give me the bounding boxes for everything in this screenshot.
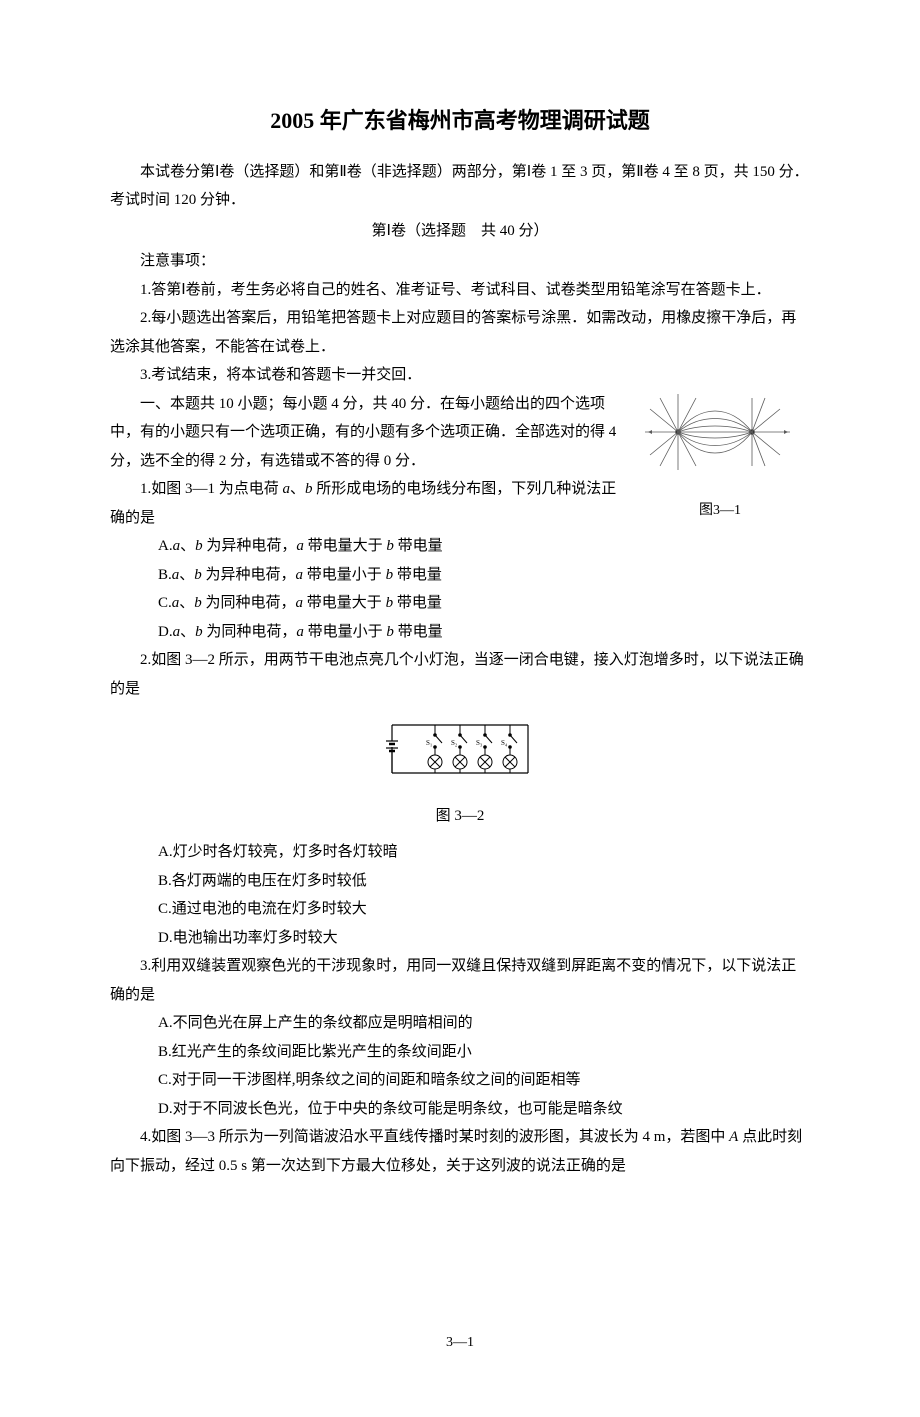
q1b-t3: 带电量小于 bbox=[303, 567, 386, 583]
question-1-block: 图3—1 一、本题共 10 小题；每小题 4 分，共 40 分．在每小题给出的四… bbox=[110, 390, 810, 533]
var-b: b bbox=[386, 595, 394, 611]
q1c-t3: 带电量大于 bbox=[303, 595, 386, 611]
q1-option-c: C.a、b 为同种电荷，a 带电量大于 b 带电量 bbox=[158, 589, 810, 618]
circuit-diagram-icon: S₁ S₂ S₃ S₄ bbox=[380, 715, 540, 785]
field-lines-diagram-icon bbox=[630, 390, 810, 484]
q1a-t4: 带电量 bbox=[394, 538, 443, 554]
var-b: b bbox=[386, 567, 394, 583]
question-1-options: A.a、b 为异种电荷，a 带电量大于 b 带电量 B.a、b 为异种电荷，a … bbox=[110, 532, 810, 646]
q1b-t1: 、 bbox=[179, 567, 194, 583]
var-A: A bbox=[729, 1129, 738, 1145]
switch-label-1: S₁ bbox=[426, 739, 432, 747]
switch-label-3: S₃ bbox=[476, 739, 483, 747]
question-2-options: A.灯少时各灯较亮，灯多时各灯较暗 B.各灯两端的电压在灯多时较低 C.通过电池… bbox=[110, 838, 810, 952]
q1-option-b: B.a、b 为异种电荷，a 带电量小于 b 带电量 bbox=[158, 561, 810, 590]
q1d-pre: D. bbox=[158, 624, 173, 640]
q1d-t1: 、 bbox=[180, 624, 195, 640]
switch-label-4: S₄ bbox=[501, 739, 508, 747]
figure-3-1-label: 图3—1 bbox=[630, 498, 810, 525]
q2-option-a: A.灯少时各灯较亮，灯多时各灯较暗 bbox=[158, 838, 810, 867]
question-3-options: A.不同色光在屏上产生的条纹都应是明暗相间的 B.红光产生的条纹间距比紫光产生的… bbox=[110, 1009, 810, 1123]
var-b: b bbox=[194, 595, 202, 611]
figure-3-1: 图3—1 bbox=[630, 390, 810, 525]
q1b-pre: B. bbox=[158, 567, 172, 583]
q3-option-a: A.不同色光在屏上产生的条纹都应是明暗相间的 bbox=[158, 1009, 810, 1038]
q1a-pre: A. bbox=[158, 538, 173, 554]
figure-3-2-label: 图 3—2 bbox=[110, 802, 810, 831]
var-a: a bbox=[173, 538, 181, 554]
var-a: a bbox=[173, 624, 181, 640]
var-b: b bbox=[195, 538, 203, 554]
q3-option-c: C.对于同一干涉图样,明条纹之间的间距和暗条纹之间的间距相等 bbox=[158, 1066, 810, 1095]
q2-option-d: D.电池输出功率灯多时较大 bbox=[158, 924, 810, 953]
q1a-t2: 为异种电荷， bbox=[203, 538, 297, 554]
notice-3: 3.考试结束，将本试卷和答题卡一并交回． bbox=[110, 361, 810, 390]
notice-2: 2.每小题选出答案后，用铅笔把答题卡上对应题目的答案标号涂黑．如需改动，用橡皮擦… bbox=[110, 304, 810, 361]
intro-paragraph: 本试卷分第Ⅰ卷（选择题）和第Ⅱ卷（非选择题）两部分，第Ⅰ卷 1 至 3 页，第Ⅱ… bbox=[110, 158, 810, 215]
section1-header: 第Ⅰ卷（选择题 共 40 分） bbox=[110, 217, 810, 246]
q1c-pre: C. bbox=[158, 595, 172, 611]
q2-option-b: B.各灯两端的电压在灯多时较低 bbox=[158, 867, 810, 896]
q1c-t1: 、 bbox=[179, 595, 194, 611]
notice-1: 1.答第Ⅰ卷前，考生务必将自己的姓名、准考证号、考试科目、试卷类型用铅笔涂写在答… bbox=[110, 276, 810, 305]
q1b-t2: 为异种电荷， bbox=[202, 567, 296, 583]
q1-option-a: A.a、b 为异种电荷，a 带电量大于 b 带电量 bbox=[158, 532, 810, 561]
q1d-t4: 带电量 bbox=[394, 624, 443, 640]
q1d-t3: 带电量小于 bbox=[304, 624, 387, 640]
switch-label-2: S₂ bbox=[451, 739, 458, 747]
q1c-t4: 带电量 bbox=[393, 595, 442, 611]
q3-option-b: B.红光产生的条纹间距比紫光产生的条纹间距小 bbox=[158, 1038, 810, 1067]
var-a: a bbox=[296, 595, 304, 611]
var-b: b bbox=[305, 481, 313, 497]
q3-option-d: D.对于不同波长色光，位于中央的条纹可能是明条纹，也可能是暗条纹 bbox=[158, 1095, 810, 1124]
q1d-t2: 为同种电荷， bbox=[203, 624, 297, 640]
var-a: a bbox=[296, 567, 304, 583]
q2-option-c: C.通过电池的电流在灯多时较大 bbox=[158, 895, 810, 924]
var-a: a bbox=[296, 624, 304, 640]
q1-stem-pre: 1.如图 3—1 为点电荷 bbox=[140, 481, 283, 497]
document-title: 2005 年广东省梅州市高考物理调研试题 bbox=[110, 100, 810, 142]
q1a-t1: 、 bbox=[180, 538, 195, 554]
var-b: b bbox=[386, 538, 394, 554]
notice-label: 注意事项： bbox=[110, 247, 810, 276]
question-3-stem: 3.利用双缝装置观察色光的干涉现象时，用同一双缝且保持双缝到屏距离不变的情况下，… bbox=[110, 952, 810, 1009]
var-b: b bbox=[386, 624, 394, 640]
question-2-stem: 2.如图 3—2 所示，用两节干电池点亮几个小灯泡，当逐一闭合电键，接入灯泡增多… bbox=[110, 646, 810, 703]
q1-stem-mid1: 、 bbox=[290, 481, 305, 497]
question-4-stem: 4.如图 3—3 所示为一列简谐波沿水平直线传播时某时刻的波形图，其波长为 4 … bbox=[110, 1123, 810, 1180]
var-b: b bbox=[195, 624, 203, 640]
q1a-t3: 带电量大于 bbox=[304, 538, 387, 554]
q1c-t2: 为同种电荷， bbox=[202, 595, 296, 611]
page-number: 3—1 bbox=[110, 1330, 810, 1357]
q1-option-d: D.a、b 为同种电荷，a 带电量小于 b 带电量 bbox=[158, 618, 810, 647]
var-a: a bbox=[296, 538, 304, 554]
figure-3-2: S₁ S₂ S₃ S₄ 图 3—2 bbox=[110, 715, 810, 830]
q1b-t4: 带电量 bbox=[393, 567, 442, 583]
q4-stem-pre: 4.如图 3—3 所示为一列简谐波沿水平直线传播时某时刻的波形图，其波长为 4 … bbox=[140, 1129, 729, 1145]
var-a: a bbox=[283, 481, 291, 497]
var-b: b bbox=[194, 567, 202, 583]
